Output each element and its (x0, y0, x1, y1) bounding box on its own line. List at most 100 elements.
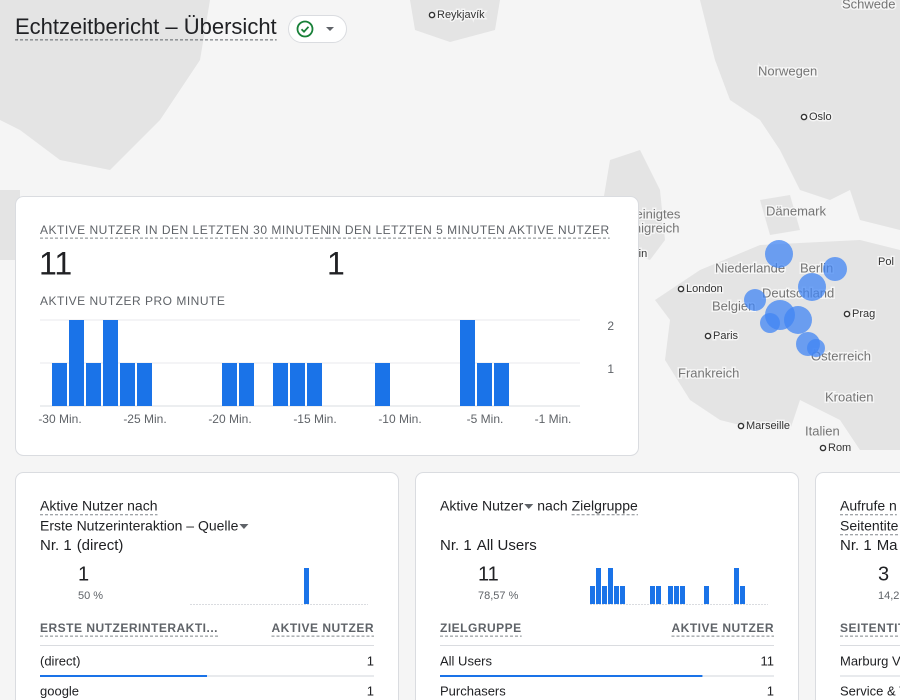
bar (307, 363, 322, 406)
card-title: Seitentite (840, 518, 899, 534)
bar (103, 320, 118, 406)
column-header: ERSTE NUTZERINTERAKTI... (40, 621, 218, 635)
mini-bar (602, 586, 607, 604)
x-tick-label: -10 Min. (378, 412, 421, 426)
row-name: Marburg V (840, 653, 900, 668)
top-name: Ma (877, 537, 898, 554)
card-title: nach (537, 498, 567, 514)
metric-value: 11 (39, 245, 72, 281)
top-share: 50 % (78, 590, 103, 602)
pages-card (815, 472, 900, 700)
map-label: Kroatien (825, 389, 873, 404)
top-rank: Nr. 1 (840, 537, 872, 554)
map-land (410, 0, 500, 42)
bar (494, 363, 509, 406)
bar (137, 363, 152, 406)
bar (239, 363, 254, 406)
map-label: Norwegen (758, 63, 817, 78)
mini-bar (674, 586, 679, 604)
column-header: AKTIVE NUTZER (672, 621, 775, 635)
row-name: (direct) (40, 653, 80, 668)
mini-bar (304, 568, 309, 604)
map-land (760, 195, 800, 235)
mini-bar (614, 586, 619, 604)
mini-bar (608, 568, 613, 604)
city-dot (800, 113, 808, 121)
map-label: Italien (805, 423, 840, 438)
mini-bar (596, 568, 601, 604)
top-value: 3 (878, 563, 889, 585)
map-label: Paris (713, 330, 739, 342)
bar (460, 320, 475, 406)
mini-bar (680, 586, 685, 604)
card-title: Aufrufe n (840, 498, 897, 514)
city-dot (843, 310, 851, 318)
mini-bar (740, 586, 745, 604)
bar (120, 363, 135, 406)
top-rank: Nr. 1 (440, 537, 472, 554)
map-label: Dänemark (766, 203, 826, 218)
row-name: google (40, 683, 79, 698)
map-land (0, 0, 210, 170)
mini-bar (620, 586, 625, 604)
column-header: ZIELGRUPPE (440, 621, 522, 635)
map-label: Marseille (746, 420, 790, 432)
check-icon (296, 20, 314, 38)
map-label: Reykjavík (437, 9, 485, 21)
metric-label: IN DEN LETZTEN 5 MINUTEN AKTIVE NUTZER (328, 223, 610, 237)
map-label: Frankreich (678, 365, 739, 380)
bar (477, 363, 492, 406)
x-tick-label: -15 Min. (293, 412, 336, 426)
user-bubble (784, 306, 812, 334)
top-share: 14,2 (878, 590, 899, 602)
row-name: Purchasers (440, 683, 506, 698)
top-name: All Users (477, 537, 537, 554)
mini-bar (650, 586, 655, 604)
map-label: Niederlande (715, 260, 785, 275)
dropdown-arrow (524, 504, 534, 509)
city-dot (819, 444, 827, 452)
metric-label: AKTIVE NUTZER IN DEN LETZTEN 30 MINUTEN (40, 223, 330, 237)
status-chip[interactable] (288, 15, 347, 43)
row-value: 11 (761, 653, 775, 668)
row-name: All Users (440, 653, 493, 668)
bar (375, 363, 390, 406)
dropdown-arrow (239, 524, 249, 529)
city-dot (704, 332, 712, 340)
bar (52, 363, 67, 406)
card-title: Aktive Nutzer nach (40, 498, 158, 514)
bar (222, 363, 237, 406)
row-value: 1 (367, 653, 374, 668)
map-label: Österreich (811, 348, 871, 363)
mini-bar (668, 586, 673, 604)
map-label: Rom (828, 442, 851, 454)
top-value: 1 (78, 563, 89, 585)
user-bubble (765, 240, 793, 268)
x-tick-label: -5 Min. (467, 412, 504, 426)
page-title: Echtzeitbericht – Übersicht (15, 14, 277, 39)
map-label: Prag (852, 308, 875, 320)
map-label: Oslo (809, 111, 832, 123)
content: AKTIVE NUTZER IN DEN LETZTEN 30 MINUTEN 1… (38, 223, 900, 698)
source-card (15, 472, 399, 700)
city-dot (428, 11, 436, 19)
mini-bar (704, 586, 709, 604)
share-bar (40, 675, 207, 677)
map-label: Pol (878, 256, 894, 268)
card-title: Erste Nutzerinteraktion – Quelle (40, 518, 239, 534)
card-title: Zielgruppe (572, 498, 638, 514)
card-title: Aktive Nutzer (440, 498, 524, 514)
city-dot (677, 285, 685, 293)
y-tick-label: 2 (607, 319, 614, 333)
column-header: SEITENTIT (840, 621, 900, 635)
row-name: Service & V (840, 683, 900, 698)
top-value: 11 (478, 563, 499, 585)
share-bar (440, 675, 703, 677)
map-land (700, 0, 900, 230)
mini-bar (734, 568, 739, 604)
user-bubble (807, 339, 825, 357)
city-dot (737, 422, 745, 430)
dropdown-arrow[interactable] (326, 27, 334, 31)
column-header: AKTIVE NUTZER (272, 621, 375, 635)
mini-bar (590, 586, 595, 604)
